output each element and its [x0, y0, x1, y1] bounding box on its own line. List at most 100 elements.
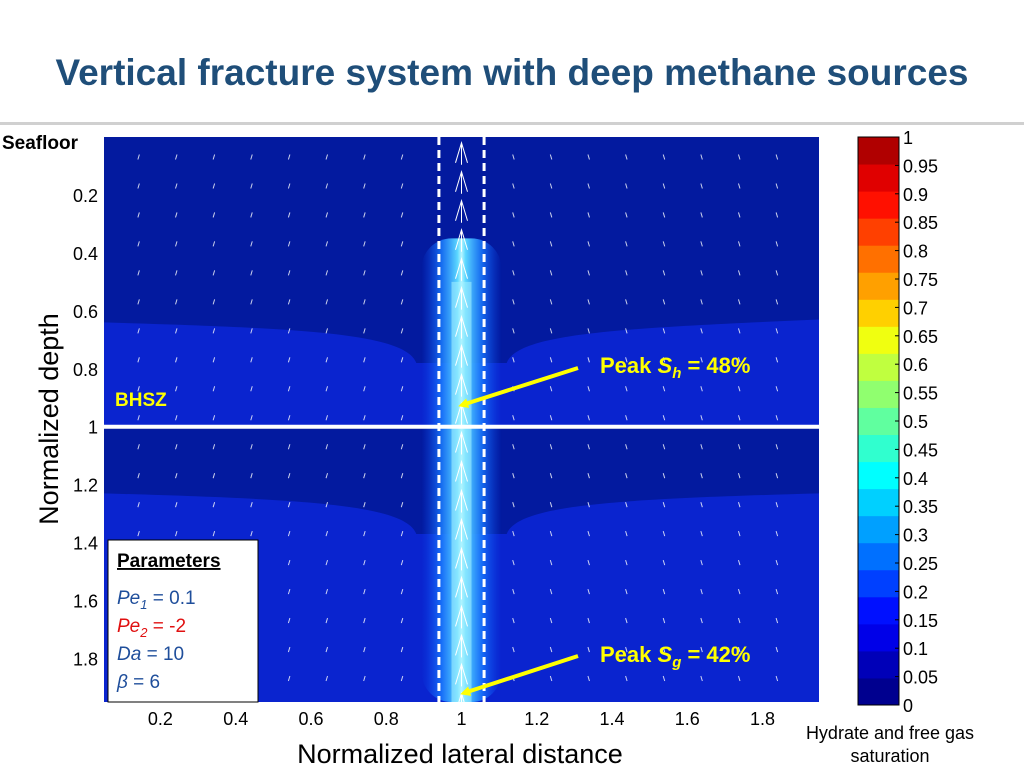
flow-vector — [549, 241, 553, 247]
flow-vector — [137, 270, 140, 276]
flow-vector — [700, 646, 703, 653]
colorbar-segment — [858, 326, 899, 354]
parameter-row: β = 6 — [116, 672, 160, 693]
flow-vector — [363, 531, 366, 537]
colorbar-segment — [858, 434, 899, 463]
flow-vector — [700, 559, 703, 566]
colorbar-tick-label: 0.75 — [903, 270, 938, 290]
flow-vector — [363, 241, 366, 247]
flow-vector — [287, 473, 291, 479]
y-tick-label: 1.2 — [73, 476, 98, 496]
flow-vector — [175, 502, 178, 508]
flow-vector — [700, 299, 703, 305]
fracture-flow-vector — [455, 488, 468, 513]
flow-vector — [212, 212, 216, 218]
flow-vector — [287, 675, 291, 682]
flow-vector — [587, 502, 590, 508]
flow-vector — [737, 328, 741, 334]
flow-vector — [175, 241, 178, 247]
flow-vector — [400, 357, 404, 363]
flow-vector — [250, 357, 253, 363]
peak-gas-arrow — [460, 654, 579, 696]
flow-vector — [250, 183, 253, 189]
flow-vector — [137, 299, 140, 305]
flow-vector — [549, 415, 553, 421]
flow-vector — [737, 675, 741, 682]
flow-vector — [775, 502, 779, 508]
colorbar-tick-label: 0.3 — [903, 526, 928, 546]
flow-vector — [625, 617, 628, 624]
flow-vector — [775, 559, 779, 566]
flow-vector — [662, 675, 666, 682]
colorbar-segment — [858, 380, 899, 408]
flow-vector — [775, 646, 779, 653]
flow-vector — [325, 588, 329, 595]
colorbar-ticks: 1 0.95 0.9 0.85 0.8 0.75 0.7 0.65 0.6 0.55 0.5 0.45… — [895, 128, 938, 716]
flow-vector — [400, 646, 404, 653]
flow-vector — [250, 154, 253, 160]
title-divider — [0, 122, 1024, 125]
flow-vector — [512, 502, 515, 508]
colorbar-segment — [858, 623, 899, 652]
flow-vector — [587, 328, 590, 334]
flow-vector — [625, 241, 628, 247]
flow-vector — [212, 270, 216, 276]
colorbar-segment — [858, 272, 899, 300]
fracture-flow-vector — [455, 343, 468, 368]
flow-vector — [700, 241, 703, 247]
flow-vector — [287, 328, 291, 334]
fracture-flow-vector — [455, 227, 468, 252]
flow-vector — [700, 270, 703, 276]
flow-vector — [625, 212, 628, 218]
flow-vector — [250, 415, 253, 421]
flow-vector — [287, 415, 291, 421]
colorbar-segment — [858, 650, 899, 679]
flow-vector — [325, 559, 329, 566]
flow-vector — [737, 299, 741, 305]
colorbar — [857, 136, 900, 706]
peak-gas-annotation: Peak Sg = 42% — [460, 642, 750, 696]
flow-vector — [363, 328, 366, 334]
flow-vector — [587, 444, 590, 450]
flow-vector — [137, 357, 140, 363]
flow-vector — [587, 183, 590, 189]
flow-vector — [400, 588, 404, 595]
parameters-list: Pe1 = 0.1 Pe2 = -2 Da = 10 β = 6 — [116, 588, 196, 693]
peak-hydrate-text: Peak Sh = 48% — [600, 353, 750, 382]
flow-vector — [775, 415, 779, 421]
flow-vector — [587, 386, 590, 392]
flow-vector — [625, 154, 628, 160]
flow-vector — [175, 444, 178, 450]
flow-vector — [737, 386, 741, 392]
flow-vector — [775, 444, 779, 450]
colorbar-segment — [858, 407, 899, 436]
parameter-row: Da = 10 — [117, 644, 184, 665]
flow-vector — [287, 531, 291, 537]
flow-vector — [287, 357, 291, 363]
flow-vector — [325, 183, 329, 189]
fracture-flow-vector — [455, 285, 468, 310]
flow-vector — [587, 357, 590, 363]
flow-vector — [175, 473, 178, 479]
flow-vector — [700, 212, 703, 218]
flow-vector — [775, 473, 779, 479]
flow-vector — [512, 357, 515, 363]
x-axis-label: Normalized lateral distance — [297, 739, 623, 768]
flow-vector — [700, 502, 703, 508]
fracture-flow-vector — [455, 459, 468, 484]
colorbar-tick-label: 0.15 — [903, 611, 938, 631]
flow-vector — [625, 531, 628, 537]
y-tick-label: 0.4 — [73, 244, 98, 264]
flow-vector — [662, 444, 666, 450]
colorbar-tick-label: 0.2 — [903, 582, 928, 602]
flow-vector — [587, 154, 590, 160]
flow-vector — [737, 646, 741, 653]
flow-vector — [625, 646, 628, 653]
flow-vector — [400, 675, 404, 682]
x-tick-label: 1 — [456, 709, 466, 729]
flow-vector — [325, 531, 329, 537]
flow-vector — [287, 588, 291, 595]
flow-vector — [137, 241, 140, 247]
x-tick-label: 1.6 — [675, 709, 700, 729]
